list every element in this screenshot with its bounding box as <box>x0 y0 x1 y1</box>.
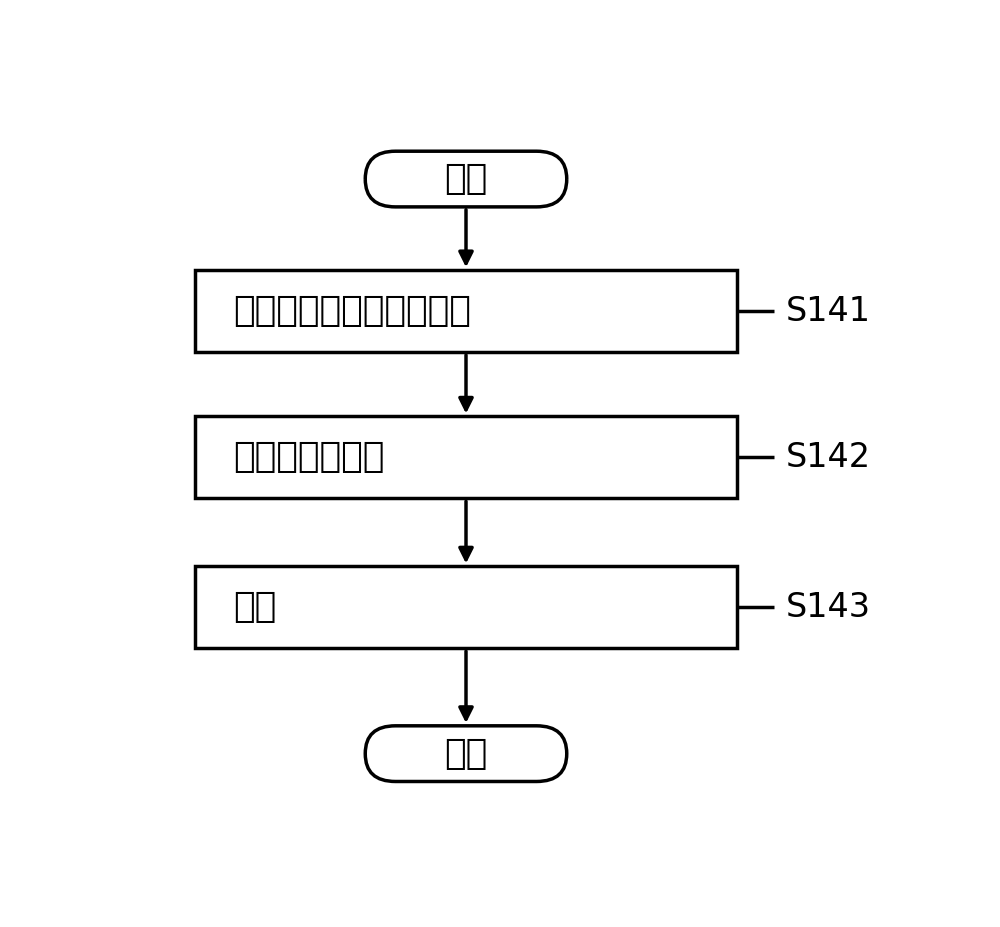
Text: 将组件放置在高温环境中: 将组件放置在高温环境中 <box>234 294 471 328</box>
Text: 开始: 开始 <box>444 162 488 196</box>
FancyBboxPatch shape <box>195 270 737 352</box>
FancyBboxPatch shape <box>365 726 567 781</box>
Text: S141: S141 <box>785 295 870 327</box>
Text: 布置密封止挡件: 布置密封止挡件 <box>234 440 385 475</box>
FancyBboxPatch shape <box>365 151 567 207</box>
Text: S142: S142 <box>785 441 870 474</box>
FancyBboxPatch shape <box>195 416 737 499</box>
FancyBboxPatch shape <box>195 566 737 648</box>
Text: S143: S143 <box>785 590 870 624</box>
Text: 结束: 结束 <box>444 737 488 770</box>
Text: 冷却: 冷却 <box>234 590 277 624</box>
